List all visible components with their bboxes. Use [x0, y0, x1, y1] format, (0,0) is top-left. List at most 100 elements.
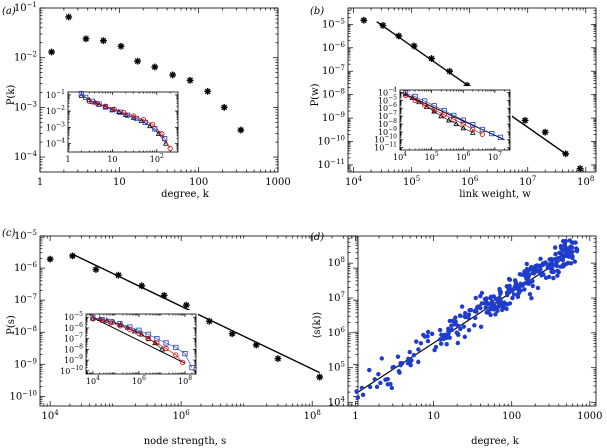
data-point: [540, 262, 546, 268]
data-point: [555, 273, 560, 278]
data-point: [65, 13, 73, 21]
main-ytick-label: 105: [328, 361, 345, 374]
data-point: [524, 261, 530, 267]
inset-data-point: [479, 131, 485, 137]
main-xtick-label: 104: [42, 409, 60, 422]
data-point: [114, 271, 122, 279]
inset-data-point: [78, 90, 84, 97]
data-point: [48, 48, 55, 56]
data-point: [539, 273, 544, 278]
inset-series-line: [89, 101, 171, 149]
main-xtick-label: 107: [519, 175, 536, 188]
inset-ytick-label: 10−4: [46, 138, 65, 149]
inset-series-line: [405, 95, 483, 135]
panel-a-xlabel: degree, k: [161, 189, 210, 200]
data-point: [472, 315, 478, 321]
inset-data-point: [460, 121, 466, 127]
inset-data-point: [136, 330, 142, 337]
inset-xtick-label: 104: [86, 375, 100, 386]
data-point: [553, 256, 559, 261]
data-point: [493, 296, 499, 302]
data-point: [514, 283, 519, 289]
inset-series-line: [92, 318, 184, 363]
main-ytick-label: 104: [328, 396, 346, 409]
inset-data-point: [173, 352, 179, 358]
inset-data-point: [460, 117, 466, 123]
data-point: [452, 322, 458, 327]
panel-d-plot-area: 1 10 100 1000 104 105 106 107 108: [328, 235, 603, 422]
data-point: [546, 274, 552, 280]
inset-data-point: [431, 107, 437, 113]
panel-c-xlabel: node strength, s: [144, 436, 227, 447]
main-xtick-label: 105: [403, 175, 420, 188]
panel-d-xlabel: degree, k: [471, 436, 520, 447]
inset-data-point: [162, 136, 168, 142]
inset-data-point: [431, 108, 438, 114]
data-point: [395, 32, 403, 40]
data-point: [507, 283, 512, 289]
inset-ytick-label: 10−8: [378, 118, 397, 129]
data-point: [455, 340, 461, 346]
main-xtick-label: 108: [577, 175, 594, 188]
data-point: [416, 347, 421, 352]
inset-data-point: [149, 121, 156, 128]
data-point: [570, 240, 576, 245]
inset-data-point: [489, 130, 495, 137]
panel-b: (b) 104 105 106 107 10810−1110−1010−910−810−…: [310, 6, 597, 200]
data-point: [466, 312, 472, 317]
data-point: [488, 305, 493, 311]
data-point: [182, 301, 190, 309]
inset-data-point: [460, 125, 467, 131]
inset: 104 105 106 10710−1110−1010−910−810−710−610…: [374, 86, 512, 162]
inset-data-point: [451, 116, 457, 122]
data-point: [512, 278, 518, 283]
inset-series-line: [405, 92, 501, 138]
main-ytick-label: 10−5: [14, 229, 37, 242]
data-point: [530, 283, 535, 289]
data-point: [410, 42, 418, 50]
data-point: [428, 55, 435, 62]
data-point: [462, 314, 468, 319]
inset-data-point: [182, 351, 188, 357]
data-point: [531, 271, 536, 276]
inset-background: [378, 86, 512, 162]
inset-ytick-label: 10−5: [64, 311, 83, 322]
inset-ytick-label: 10−3: [46, 121, 65, 132]
data-point: [398, 362, 403, 368]
data-point: [510, 295, 515, 301]
main-xtick-label: 100: [502, 411, 521, 422]
data-point: [560, 257, 565, 262]
main-xtick-label: 1: [352, 411, 358, 422]
data-point: [374, 384, 380, 390]
main-xtick-label: 104: [345, 175, 363, 188]
main-ytick-label: 10−10: [317, 135, 345, 148]
main-ytick-label: 10−2: [14, 51, 37, 64]
data-point: [367, 384, 373, 390]
inset-ytick-label: 10−2: [46, 105, 65, 116]
data-point: [316, 373, 324, 381]
data-point: [379, 356, 384, 361]
data-point: [425, 338, 431, 344]
data-point: [484, 310, 489, 315]
data-point: [425, 329, 431, 335]
inset-ytick-label: 10−11: [374, 142, 397, 153]
data-point: [360, 16, 368, 24]
data-point: [563, 261, 569, 267]
data-point: [46, 255, 54, 263]
data-point: [82, 35, 90, 43]
data-point: [237, 126, 245, 134]
inset-frame: [67, 91, 179, 153]
data-point: [493, 307, 499, 312]
data-point: [472, 323, 477, 328]
inset-xtick-label: 106: [132, 375, 146, 386]
data-point: [408, 362, 413, 368]
data-point: [457, 313, 463, 318]
data-point: [367, 367, 372, 373]
inset-series-line: [405, 93, 473, 133]
inset-data-point: [138, 117, 145, 124]
inset-data-point: [90, 316, 96, 322]
data-point: [69, 252, 76, 260]
inset-ytick-label: 10−10: [60, 365, 83, 376]
inset-data-point: [145, 336, 151, 342]
